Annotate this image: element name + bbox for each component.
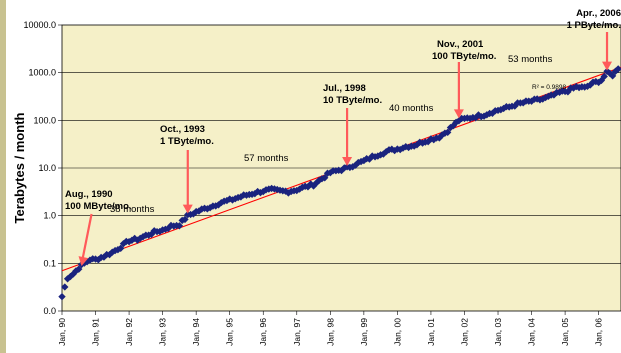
milestone-arrow — [453, 62, 464, 119]
milestone-arrow — [342, 108, 353, 166]
data-points — [58, 65, 621, 301]
annotation-4-line1: Nov., 2001 — [437, 39, 484, 50]
x-tick-label: Jan, 97 — [292, 318, 302, 346]
milestone-arrows — [78, 32, 613, 266]
milestone-arrow — [602, 32, 613, 71]
x-tick-label: Jan, 91 — [91, 318, 101, 346]
x-tick-label: Jan, 96 — [258, 318, 268, 346]
x-tick-label: Jan, 01 — [426, 318, 436, 346]
x-tick-label: Jan, 98 — [325, 318, 335, 346]
x-tick-label: Jan, 93 — [158, 318, 168, 346]
page-border-strip — [0, 0, 6, 353]
y-tick-label: 0.1 — [43, 258, 56, 268]
x-tick-label: Jan, 04 — [527, 318, 537, 346]
milestone-arrow — [182, 150, 193, 214]
y-axis-label: Terabytes / month — [12, 112, 27, 223]
annotation-2-line2: 1 TByte/mo. — [160, 136, 214, 147]
annotation-5-line1: Apr., 2006 — [576, 8, 621, 19]
data-point — [321, 174, 329, 182]
x-tick-label: Jan, 95 — [225, 318, 235, 346]
annotation-3-line1: Jul., 1998 — [323, 83, 366, 94]
interval-label-2: 57 months — [244, 153, 289, 164]
x-tick-label: Jan, 92 — [124, 318, 134, 346]
x-axis-ticks: Jan, 90 Jan, 91 Jan, 92 Jan, 93 Jan, 94 Jan, … — [57, 311, 604, 346]
y-tick-label: 10000.0 — [23, 20, 56, 30]
x-tick-label: Jan, 06 — [594, 318, 604, 346]
annotation-1-line1: Aug., 1990 — [65, 189, 113, 200]
y-tick-label: 1.0 — [43, 211, 56, 221]
y-tick-label: 0.0 — [43, 306, 56, 316]
interval-label-3: 40 months — [389, 103, 434, 114]
x-tick-label: Jan, 94 — [191, 318, 201, 346]
x-tick-label: Jan, 99 — [359, 318, 369, 346]
y-tick-label: 1000.0 — [28, 68, 56, 78]
annotation-5-line2: 1 PByte/mo. — [567, 20, 621, 31]
data-point — [175, 222, 184, 230]
x-tick-label: Jan, 00 — [392, 318, 402, 346]
data-point — [117, 244, 125, 252]
data-point — [58, 293, 66, 301]
annotation-3-line2: 10 TByte/mo. — [323, 95, 382, 106]
annotation-2-line1: Oct., 1993 — [160, 124, 205, 135]
data-point — [614, 65, 621, 73]
y-axis-ticks: 10000.0 1000.0 100.0 10.0 1.0 0.1 0.0 — [23, 20, 62, 316]
x-tick-label: Jan, 05 — [560, 318, 570, 346]
r-squared-label: R² = 0.9898 — [532, 84, 567, 91]
interval-label-4: 53 months — [508, 54, 553, 65]
annotation-4-line2: 100 TByte/mo. — [432, 51, 496, 62]
y-tick-label: 10.0 — [38, 163, 56, 173]
y-tick-label: 100.0 — [33, 115, 56, 125]
x-tick-label: Jan, 02 — [459, 318, 469, 346]
annotation-1-line2: 100 MByte/mo. — [65, 201, 132, 212]
x-tick-label: Jan, 90 — [57, 318, 67, 346]
milestone-arrow — [78, 213, 93, 266]
interval-label-1: 38 months — [110, 204, 155, 215]
x-tick-label: Jan, 03 — [493, 318, 503, 346]
